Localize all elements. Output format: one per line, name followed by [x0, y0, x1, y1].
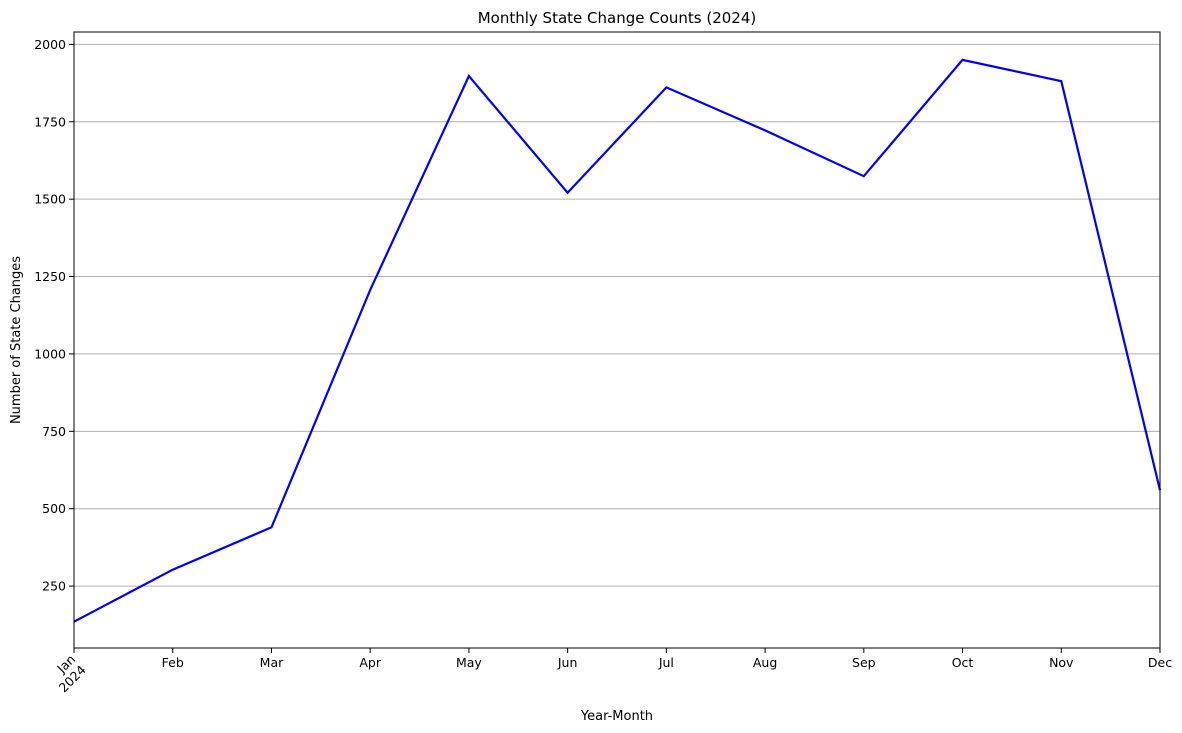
x-tick-label: Nov: [1049, 655, 1074, 670]
y-tick-label: 250: [42, 579, 66, 594]
x-tick-label: Apr: [359, 655, 381, 670]
y-tick-label: 1000: [34, 346, 66, 361]
x-tick-label: Sep: [852, 655, 876, 670]
y-tick-label: 1250: [34, 269, 66, 284]
x-tick-label: Oct: [952, 655, 974, 670]
x-tick-label: Aug: [753, 655, 777, 670]
x-tick-label: Feb: [162, 655, 184, 670]
x-tick-label: Jun: [557, 655, 578, 670]
x-tick-label: Mar: [260, 655, 284, 670]
y-tick-label: 750: [42, 424, 66, 439]
plot-frame: [73, 31, 1161, 649]
gridlines: [74, 43, 1160, 587]
x-axis-label: Year-Month: [580, 709, 653, 724]
chart-title: Monthly State Change Counts (2024): [478, 9, 757, 27]
y-axis-label: Number of State Changes: [9, 256, 24, 424]
y-axis: 250 500 750 1000 1250 1500 1750 2000: [34, 37, 74, 594]
series-group: [73, 58, 1162, 623]
series-line: [73, 58, 1162, 623]
x-tick-label: Jul: [658, 655, 674, 670]
y-tick-label: 1500: [34, 192, 66, 207]
y-tick-label: 1750: [34, 114, 66, 129]
y-tick-label: 500: [42, 501, 66, 516]
x-tick-label: Dec: [1148, 655, 1172, 670]
y-tick-label: 2000: [34, 37, 66, 52]
x-tick-label: May: [456, 655, 482, 670]
